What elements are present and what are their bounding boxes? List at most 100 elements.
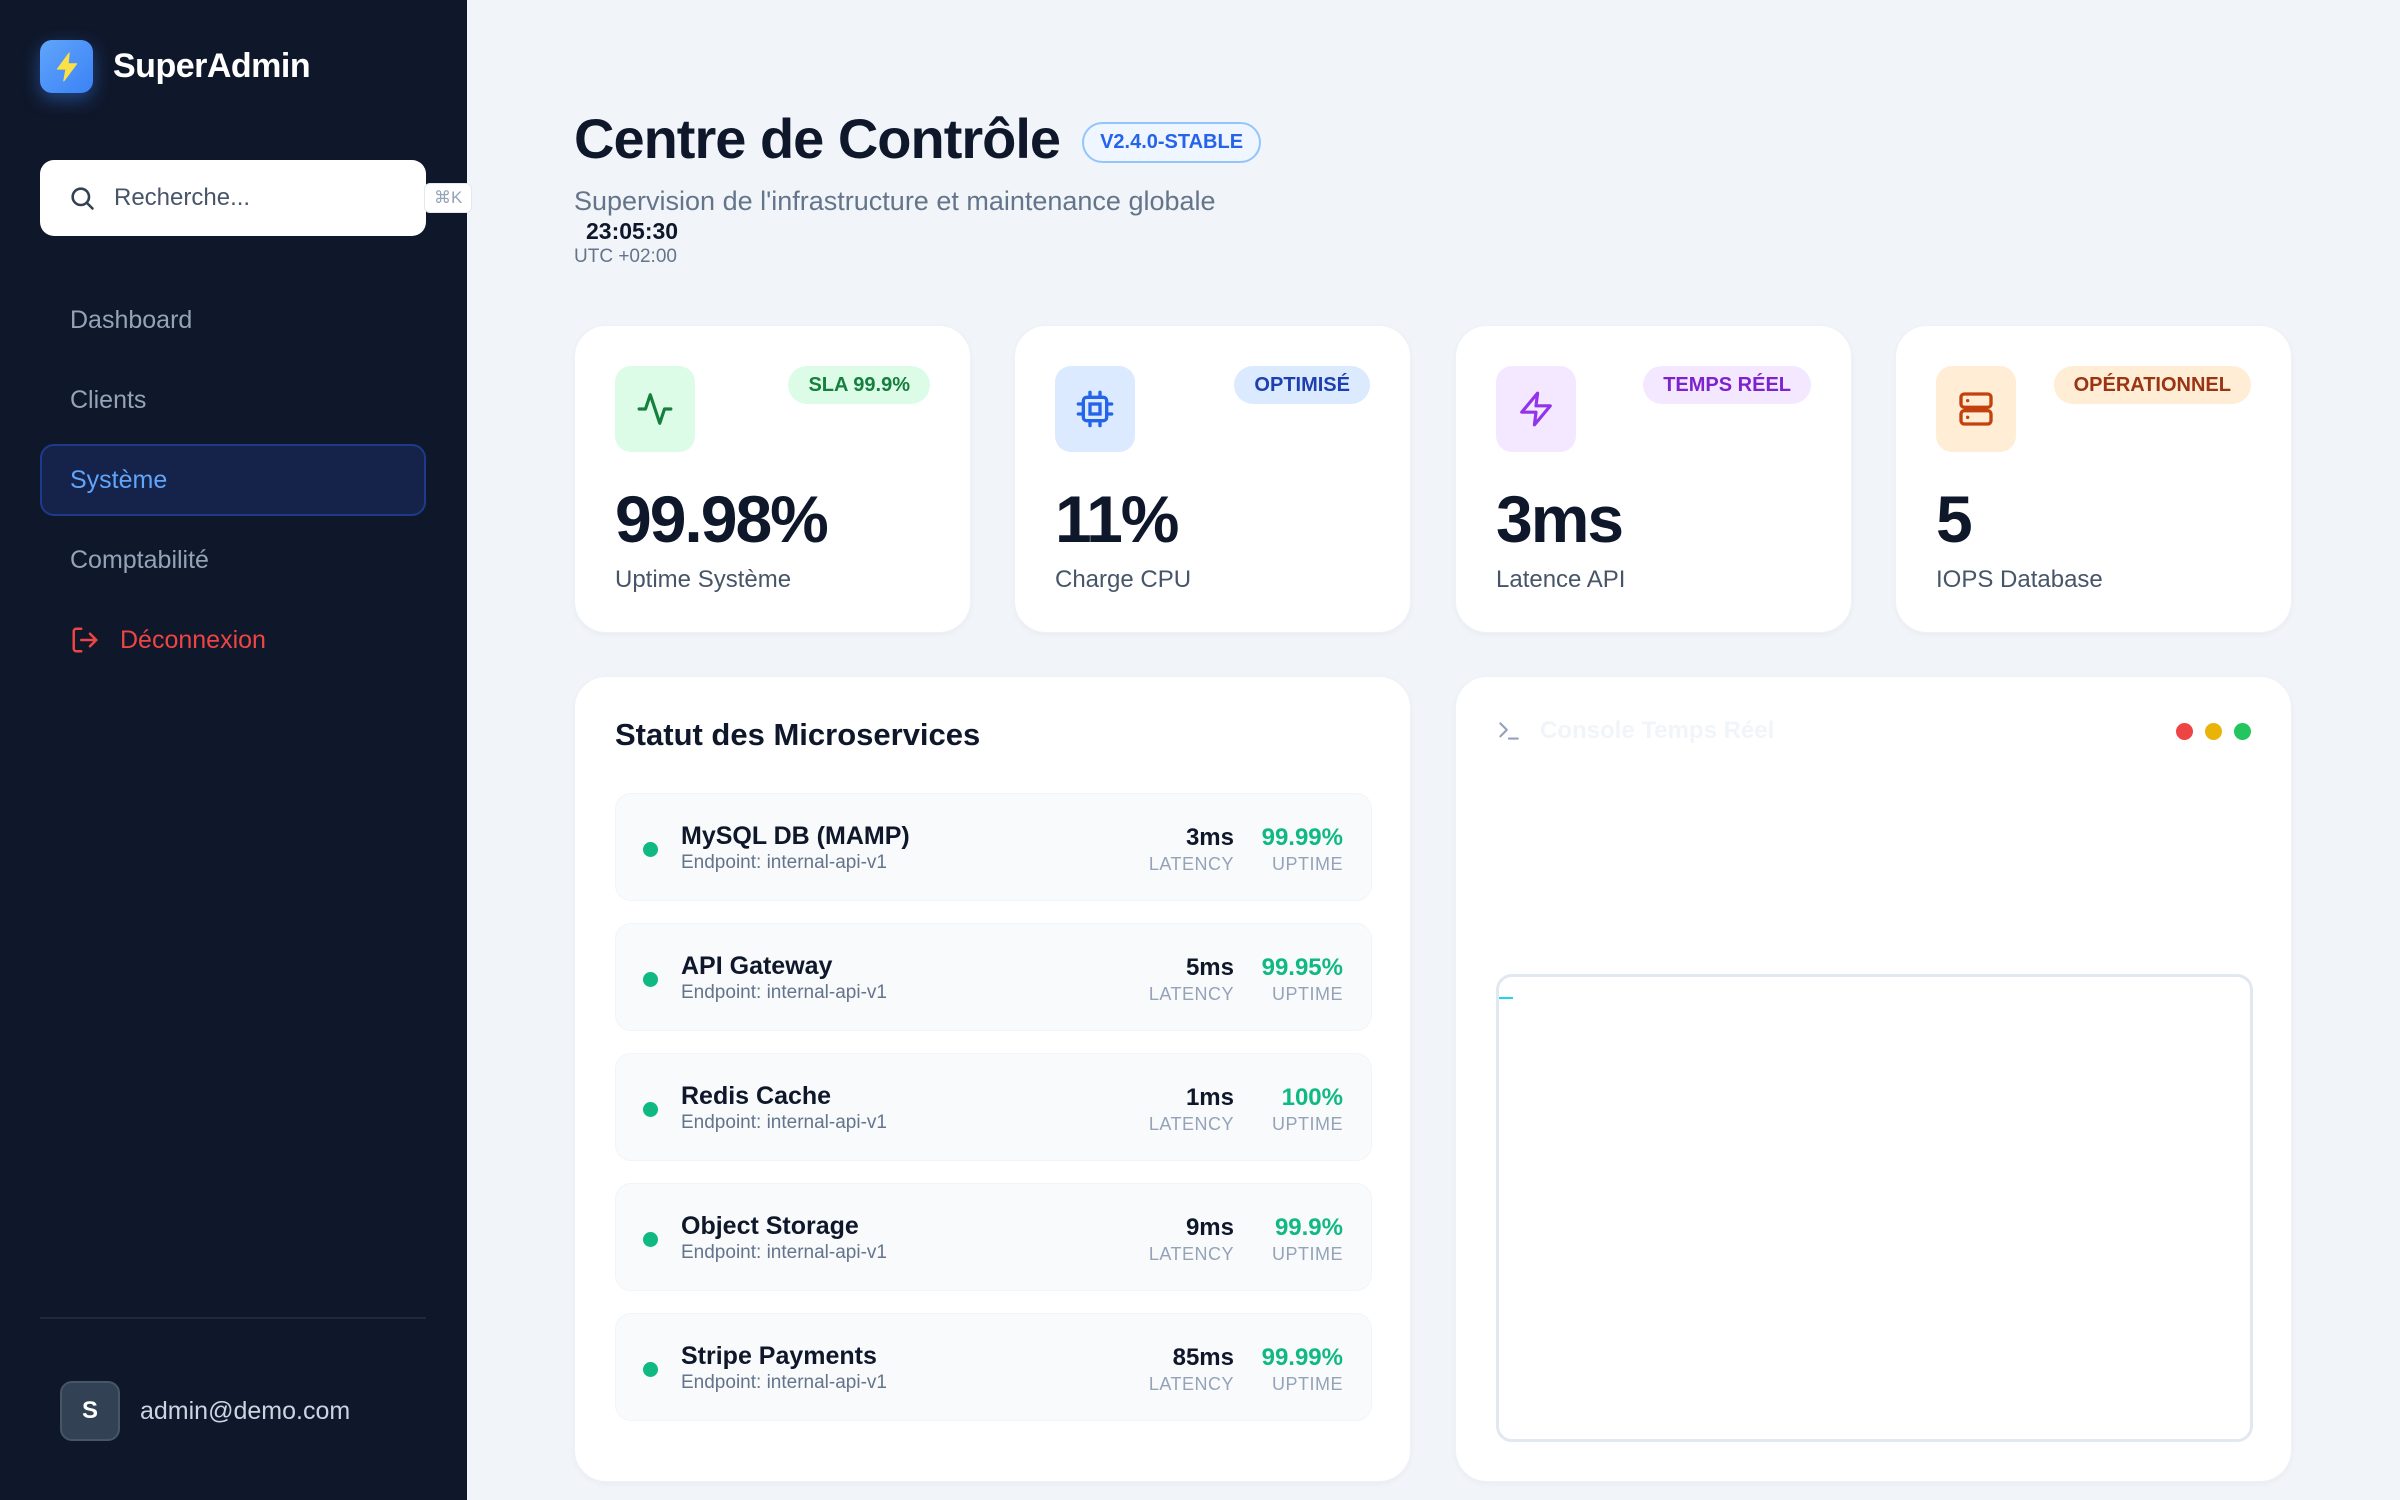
status-dot-icon xyxy=(643,972,658,987)
uptime-value: 100% xyxy=(1281,1084,1343,1111)
stat-card-cpu: OPTIMISÉ 11% Charge CPU xyxy=(1014,325,1411,633)
maximize-dot-icon[interactable] xyxy=(2234,722,2251,740)
service-latency: 3ms LATENCY xyxy=(1149,824,1234,875)
console-output[interactable] xyxy=(1496,974,2253,1442)
brand-name: SuperAdmin xyxy=(113,47,311,85)
service-latency: 85ms LATENCY xyxy=(1149,1344,1234,1395)
latency-caption: LATENCY xyxy=(1148,1374,1234,1394)
clock-timezone: UTC +02:00 xyxy=(574,246,677,267)
stat-card-uptime: SLA 99.9% 99.98% Uptime Système xyxy=(574,325,971,633)
sidebar-nav: Dashboard Clients Système Comptabilité D… xyxy=(40,284,426,684)
stat-badge: TEMPS RÉEL xyxy=(1643,366,1811,404)
stat-label: Uptime Système xyxy=(615,566,792,593)
latency-caption: LATENCY xyxy=(1148,854,1234,874)
service-row[interactable]: MySQL DB (MAMP) Endpoint: internal-api-v… xyxy=(615,793,1372,901)
service-name: Stripe Payments xyxy=(681,1342,877,1370)
service-row[interactable]: Stripe Payments Endpoint: internal-api-v… xyxy=(615,1313,1372,1421)
latency-value: 85ms xyxy=(1172,1344,1234,1371)
stat-card-iops: OPÉRATIONNEL 5 IOPS Database xyxy=(1895,325,2292,633)
service-name: Object Storage xyxy=(681,1212,859,1240)
stat-value: 11% xyxy=(1055,482,1179,556)
service-uptime: 100% UPTIME xyxy=(1272,1084,1343,1135)
status-dot-icon xyxy=(643,1232,658,1247)
console-title: Console Temps Réel xyxy=(1540,717,1775,744)
sidebar-item-systeme[interactable]: Système xyxy=(40,444,426,516)
terminal-icon xyxy=(1496,718,1522,744)
logout-button[interactable]: Déconnexion xyxy=(40,604,426,676)
logout-icon xyxy=(70,625,100,655)
stat-badge: OPTIMISÉ xyxy=(1234,366,1370,404)
latency-value: 9ms xyxy=(1185,1214,1234,1241)
uptime-caption: UPTIME xyxy=(1271,984,1343,1004)
service-uptime: 99.99% UPTIME xyxy=(1262,1344,1343,1395)
brand[interactable]: SuperAdmin xyxy=(40,40,311,93)
service-endpoint: Endpoint: internal-api-v1 xyxy=(681,852,887,873)
sidebar-item-dashboard[interactable]: Dashboard xyxy=(70,305,193,334)
stat-label: Charge CPU xyxy=(1055,566,1192,593)
sidebar: SuperAdmin ⌘K Dashboard Clients Système … xyxy=(0,0,473,1500)
service-endpoint: Endpoint: internal-api-v1 xyxy=(681,1112,887,1133)
stat-badge: SLA 99.9% xyxy=(788,366,930,404)
search-shortcut: ⌘K xyxy=(424,183,473,213)
stat-value: 5 xyxy=(1936,482,1973,556)
avatar: S xyxy=(60,1381,120,1441)
service-name: API Gateway xyxy=(681,952,833,980)
window-controls xyxy=(2176,722,2251,740)
user-email: admin@demo.com xyxy=(140,1396,351,1425)
status-dot-icon xyxy=(643,1102,658,1117)
clock-time: 23:05:30 xyxy=(586,218,679,244)
activity-icon xyxy=(615,366,695,452)
sidebar-item-comptabilite[interactable]: Comptabilité xyxy=(70,545,209,574)
sidebar-item-clients[interactable]: Clients xyxy=(70,385,147,414)
service-endpoint: Endpoint: internal-api-v1 xyxy=(681,1242,887,1263)
cpu-icon xyxy=(1055,366,1135,452)
minimize-dot-icon[interactable] xyxy=(2205,722,2222,740)
uptime-caption: UPTIME xyxy=(1271,1374,1343,1394)
uptime-value: 99.99% xyxy=(1261,824,1343,851)
stat-label: IOPS Database xyxy=(1936,566,2103,593)
uptime-caption: UPTIME xyxy=(1271,1114,1343,1134)
status-dot-icon xyxy=(643,1362,658,1377)
service-latency: 1ms LATENCY xyxy=(1149,1084,1234,1135)
service-name: MySQL DB (MAMP) xyxy=(681,822,910,850)
status-dot-icon xyxy=(643,842,658,857)
service-latency: 9ms LATENCY xyxy=(1149,1214,1234,1265)
uptime-value: 99.99% xyxy=(1261,1344,1343,1371)
stat-card-latency: TEMPS RÉEL 3ms Latence API xyxy=(1455,325,1852,633)
latency-value: 5ms xyxy=(1185,954,1234,981)
search-box[interactable]: ⌘K xyxy=(40,160,473,236)
console-header: Console Temps Réel xyxy=(1496,717,2251,745)
service-endpoint: Endpoint: internal-api-v1 xyxy=(681,982,887,1003)
stat-label: Latence API xyxy=(1496,566,1626,593)
uptime-value: 99.95% xyxy=(1261,954,1343,981)
user-profile[interactable]: S admin@demo.com xyxy=(60,1381,350,1441)
latency-caption: LATENCY xyxy=(1148,1244,1234,1264)
service-row[interactable]: Redis Cache Endpoint: internal-api-v1 1m… xyxy=(615,1053,1372,1161)
microservices-panel: Statut des Microservices MySQL DB (MAMP)… xyxy=(574,676,1411,1482)
service-name: Redis Cache xyxy=(681,1082,832,1110)
server-icon xyxy=(1936,366,2016,452)
page-subtitle: Supervision de l'infrastructure et maint… xyxy=(574,186,1216,216)
latency-caption: LATENCY xyxy=(1148,1114,1234,1134)
microservices-title: Statut des Microservices xyxy=(615,717,981,752)
console-panel: Console Temps Réel xyxy=(1455,676,2292,1482)
service-uptime: 99.99% UPTIME xyxy=(1262,824,1343,875)
latency-value: 1ms xyxy=(1185,1084,1234,1111)
service-uptime: 99.9% UPTIME xyxy=(1272,1214,1343,1265)
service-row[interactable]: Object Storage Endpoint: internal-api-v1… xyxy=(615,1183,1372,1291)
close-dot-icon[interactable] xyxy=(2176,722,2193,740)
service-row[interactable]: API Gateway Endpoint: internal-api-v1 5m… xyxy=(615,923,1372,1031)
microservices-list: MySQL DB (MAMP) Endpoint: internal-api-v… xyxy=(615,793,1372,1443)
stat-badge: OPÉRATIONNEL xyxy=(2053,366,2251,404)
stat-value: 3ms xyxy=(1496,482,1624,556)
uptime-caption: UPTIME xyxy=(1271,1244,1343,1264)
uptime-caption: UPTIME xyxy=(1271,854,1343,874)
service-latency: 5ms LATENCY xyxy=(1149,954,1234,1005)
stat-value: 99.98% xyxy=(615,482,829,556)
sidebar-divider xyxy=(40,1317,426,1319)
search-input[interactable] xyxy=(114,184,424,212)
zap-icon xyxy=(1496,366,1576,452)
logout-label: Déconnexion xyxy=(120,625,266,654)
page-header: Centre de Contrôle V2.4.0-STABLE xyxy=(574,106,1262,171)
latency-value: 3ms xyxy=(1185,824,1234,851)
